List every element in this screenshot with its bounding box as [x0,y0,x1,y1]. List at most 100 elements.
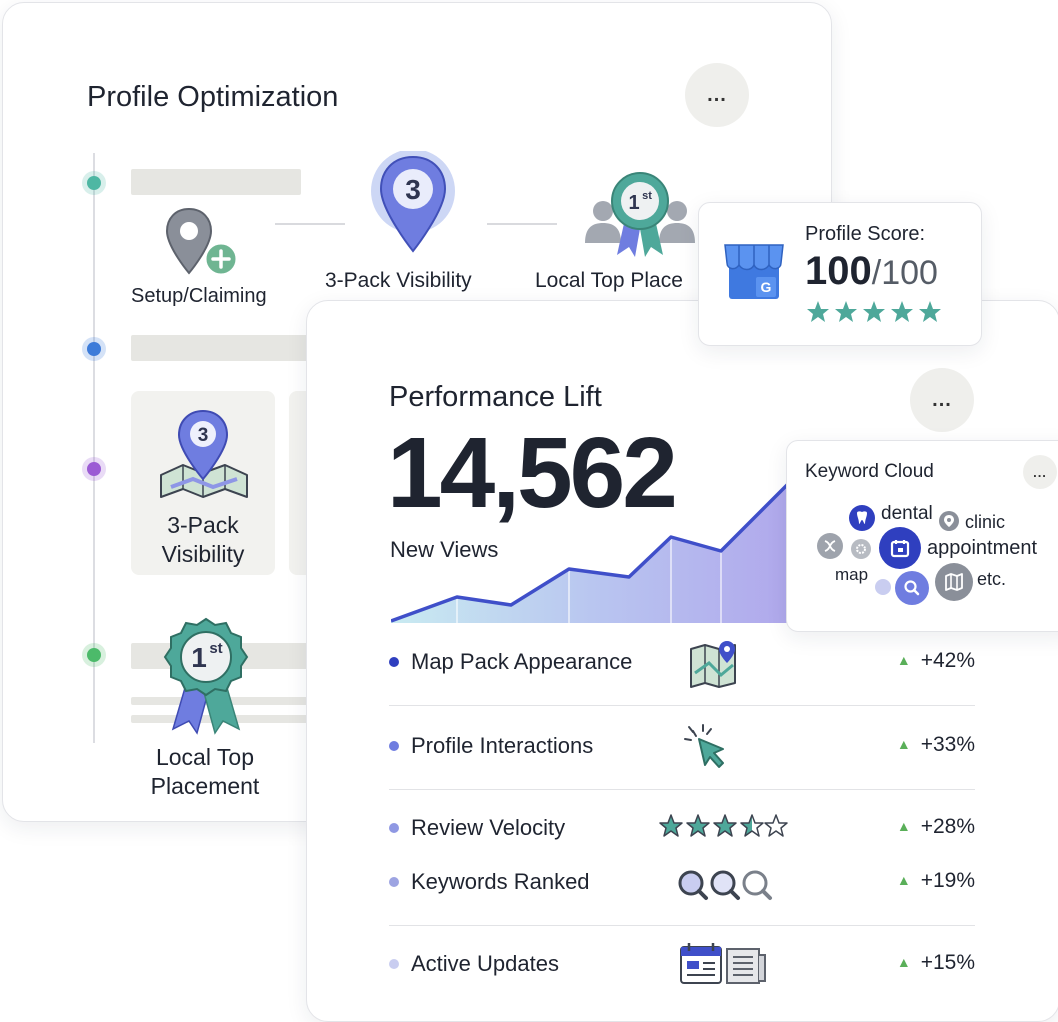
metric-label: Active Updates [411,951,559,976]
profile-optimization-title: Profile Optimization [87,81,339,113]
keyword-appointment: appointment [927,537,1038,559]
profile-score-number: 100 [805,249,872,293]
metric-row-active-updates: Active Updates ▲ +15% [389,941,975,991]
keyword-dental: dental [881,503,933,524]
gear-icon [851,539,871,559]
metric-label: Review Velocity [411,815,566,840]
profile-score-max: /100 [871,254,938,292]
metric-change-value: +33% [920,733,975,756]
metric-separator [389,705,975,706]
views-trend-chart [391,481,791,623]
keyword-cloud-more-button[interactable]: ... [1023,455,1057,489]
dna-icon [817,533,843,559]
tile-label-line2: Visibility [161,541,245,567]
keyword-etc: etc. [977,569,1007,589]
metric-label: Profile Interactions [411,733,594,758]
step-3pack-label: 3-Pack Visibility [325,269,472,292]
svg-text:1: 1 [628,192,639,214]
timeline-dot-3 [82,457,106,481]
up-arrow-icon: ▲ [896,736,911,752]
map-fold-icon [935,563,973,601]
step-connector [275,223,345,225]
step-setup-label: Setup/Claiming [131,285,267,307]
svg-text:1: 1 [191,642,207,673]
location-pin-icon [939,511,959,531]
timeline-dot-4 [82,643,106,667]
metric-row-map-pack: Map Pack Appearance ▲ +42% [389,639,975,689]
new-views-value: 14,562 [387,417,678,529]
keyword-cloud-card: Keyword Cloud ... dental clinic appointm… [786,440,1058,632]
optimization-more-button[interactable]: ... [685,63,749,127]
award-ribbon-icon: 1 st [581,171,699,266]
metric-change: ▲ +19% [897,869,975,893]
profile-score-value: 100/100 [805,249,938,294]
metric-dot [389,741,399,751]
metric-dot [389,823,399,833]
decorative-dot [875,579,891,595]
profile-score-stars [805,299,945,325]
profile-score-label: Profile Score: [805,223,926,245]
keyword-cloud-title: Keyword Cloud [805,461,934,482]
map-icon [659,639,779,689]
new-views-label: New Views [390,537,499,562]
bottom-step-label-line1: Local Top [155,744,255,770]
profile-score-card: G Profile Score: 100/100 [698,202,982,346]
placeholder-bar [131,169,301,195]
svg-text:st: st [642,190,652,202]
calendar-news-icon [679,941,799,991]
stars-rating-icon [657,805,797,855]
metric-dot [389,959,399,969]
map-pin-3-icon: 3 [153,409,253,506]
metric-change-value: +19% [920,869,975,892]
timeline-line [93,153,95,743]
map-pin-add-icon [163,207,245,284]
performance-lift-title: Performance Lift [389,381,602,413]
metric-row-keywords-ranked: Keywords Ranked ▲ +19% [389,859,975,909]
metric-row-interactions: Profile Interactions ▲ +33% [389,723,975,773]
up-arrow-icon: ▲ [896,954,911,970]
metric-change-value: +15% [920,951,975,974]
svg-text:3: 3 [198,425,209,446]
google-business-icon: G [723,241,785,306]
metric-change-value: +28% [920,815,975,838]
up-arrow-icon: ▲ [896,872,911,888]
metric-row-review-velocity: Review Velocity ▲ +28% [389,805,975,855]
search-icon [895,571,929,605]
svg-text:3: 3 [405,174,421,205]
step-connector [487,223,557,225]
performance-more-button[interactable]: ... [910,368,974,432]
metric-dot [389,657,399,667]
metric-label: Keywords Ranked [411,869,590,894]
timeline-dot-2 [82,337,106,361]
keyword-clinic: clinic [965,512,1006,532]
map-pin-3-icon: 3 [367,149,459,260]
step-local-top-label: Local Top Place [535,269,683,292]
performance-lift-card: Performance Lift ... 14,562 New Views Ma… [306,300,1058,1022]
up-arrow-icon: ▲ [896,818,911,834]
tooth-icon [849,505,875,531]
metric-change: ▲ +42% [897,649,975,673]
award-badge-icon: 1 st [161,617,251,740]
metric-label: Map Pack Appearance [411,649,633,674]
metric-change: ▲ +28% [897,815,975,839]
keyword-map: map [835,565,869,584]
metric-dot [389,877,399,887]
metric-separator [389,925,975,926]
bottom-step-label-line2: Placement [150,773,260,799]
placeholder-bar [131,335,311,361]
magnifier-icon [675,859,795,909]
up-arrow-icon: ▲ [896,652,911,668]
tile-label: 3-Pack Visibility [131,511,275,569]
google-logo-letter: G [761,279,772,295]
metric-change: ▲ +15% [897,951,975,975]
svg-text:st: st [209,640,222,657]
metric-change-value: +42% [920,649,975,672]
timeline-dot-1 [82,171,106,195]
metric-separator [389,789,975,790]
metric-change: ▲ +33% [897,733,975,757]
step-tile-3pack: 3 3-Pack Visibility [131,391,275,575]
calendar-icon [879,527,921,569]
cursor-click-icon [659,723,779,773]
bottom-step-label: Local Top Placement [123,743,287,801]
tile-label-line1: 3-Pack [167,512,239,538]
